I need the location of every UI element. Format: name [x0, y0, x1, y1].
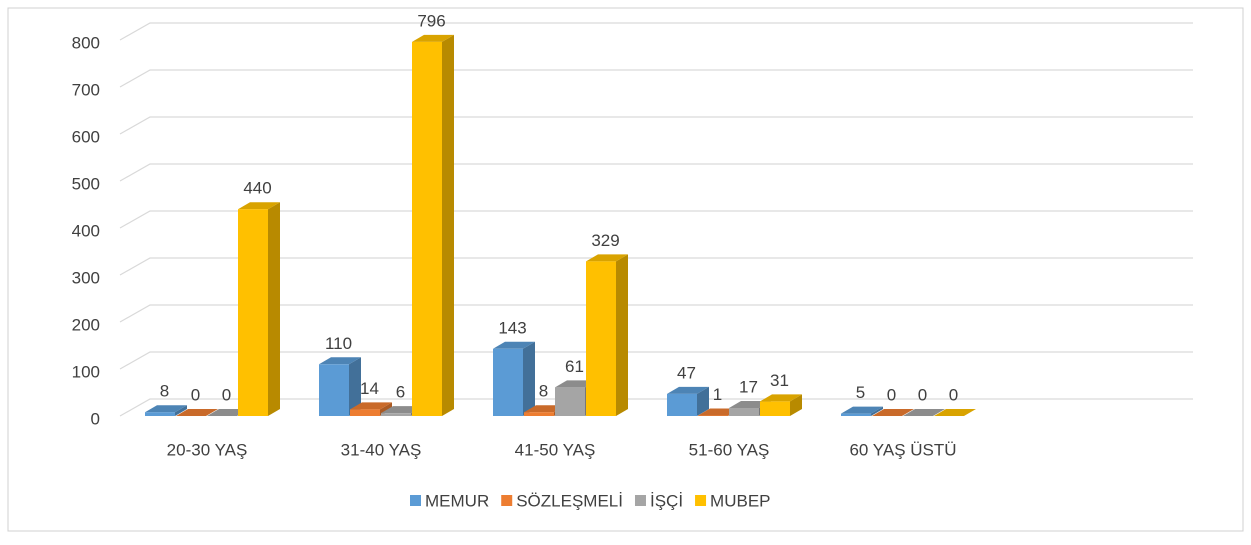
bar	[381, 413, 411, 416]
bar-side	[616, 254, 628, 416]
y-tick-label: 200	[72, 315, 100, 334]
value-label: 0	[222, 385, 231, 404]
y-tick-label: 500	[72, 174, 100, 193]
value-label: 440	[243, 179, 271, 198]
x-tick-label: 31-40 YAŞ	[341, 440, 422, 459]
legend-swatch	[410, 495, 421, 506]
legend-label: MUBEP	[710, 491, 770, 510]
value-label: 31	[770, 371, 789, 390]
bar-side	[523, 342, 535, 416]
value-label: 61	[565, 357, 584, 376]
y-tick-label: 600	[72, 127, 100, 146]
value-label: 47	[677, 363, 696, 382]
bar	[555, 387, 585, 416]
legend-label: SÖZLEŞMELİ	[516, 491, 623, 510]
bar	[319, 364, 349, 416]
legend-label: MEMUR	[425, 491, 489, 510]
value-label: 17	[739, 377, 758, 396]
bar	[493, 349, 523, 416]
bar	[350, 409, 380, 416]
bar	[238, 209, 268, 416]
value-label: 8	[160, 382, 169, 401]
y-tick-label: 300	[72, 268, 100, 287]
value-label: 796	[417, 11, 445, 30]
legend-swatch	[635, 495, 646, 506]
y-tick-label: 800	[72, 33, 100, 52]
value-label: 0	[918, 385, 927, 404]
bar	[145, 412, 175, 416]
y-tick-label: 700	[72, 80, 100, 99]
bar	[412, 42, 442, 416]
y-tick-label: 0	[91, 409, 100, 428]
bar	[586, 261, 616, 416]
bar	[729, 408, 759, 416]
bar	[760, 401, 790, 416]
legend-label: İŞÇİ	[650, 491, 683, 510]
value-label: 0	[887, 385, 896, 404]
value-label: 6	[396, 383, 405, 402]
value-label: 1	[713, 385, 722, 404]
value-label: 14	[360, 379, 379, 398]
y-tick-label: 100	[72, 362, 100, 381]
y-tick-label: 400	[72, 221, 100, 240]
legend-swatch	[501, 495, 512, 506]
value-label: 8	[539, 382, 548, 401]
x-tick-label: 51-60 YAŞ	[689, 440, 770, 459]
x-tick-label: 20-30 YAŞ	[167, 440, 248, 459]
bar	[841, 414, 871, 416]
x-tick-label: 41-50 YAŞ	[515, 440, 596, 459]
bar-side	[268, 202, 280, 416]
legend-swatch	[695, 495, 706, 506]
value-label: 0	[191, 385, 200, 404]
value-label: 5	[856, 383, 865, 402]
bar-side	[442, 35, 454, 416]
value-label: 110	[325, 334, 352, 353]
bar	[667, 394, 697, 416]
x-tick-label: 60 YAŞ ÜSTÜ	[849, 440, 956, 459]
value-label: 143	[498, 318, 526, 337]
value-label: 0	[949, 385, 958, 404]
bar	[524, 412, 554, 416]
value-label: 329	[591, 231, 619, 250]
